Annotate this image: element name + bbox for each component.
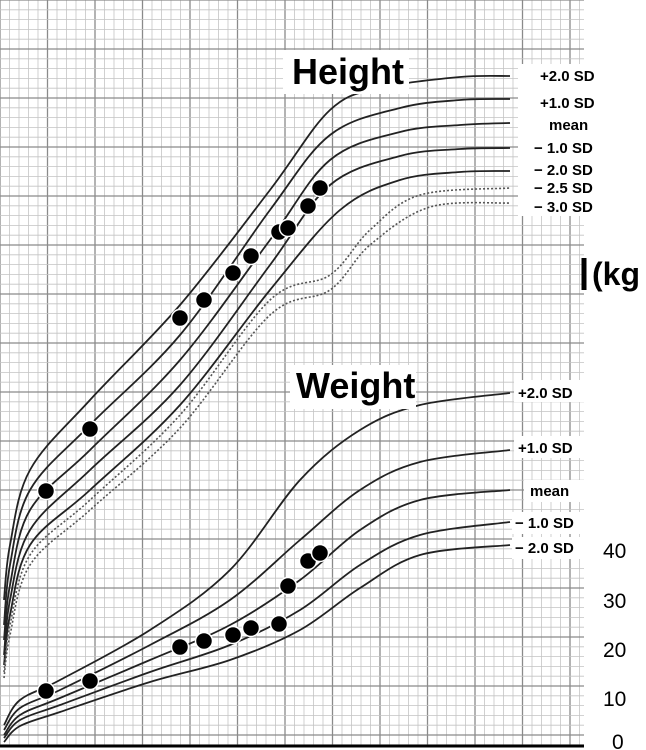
height-data-point-2 <box>170 308 190 328</box>
weight-curve-1 <box>3 449 511 731</box>
height-title: Height <box>292 51 404 92</box>
height-data-point-7 <box>278 218 298 238</box>
weight-curve-2 <box>3 489 511 736</box>
kg-tick-40: 40 <box>603 540 626 563</box>
patient-points <box>36 178 330 701</box>
kg-tick-20: 20 <box>603 639 626 662</box>
height-curve-1 <box>3 98 511 626</box>
height-data-point-9 <box>310 178 330 198</box>
height-label-panel <box>518 64 610 216</box>
height-data-point-8 <box>298 196 318 216</box>
weight-label-bg-plus2 <box>514 380 594 402</box>
height-label-mean: mean <box>549 117 588 134</box>
height-data-point-3 <box>194 290 214 310</box>
weight-label-mean: mean <box>530 483 569 500</box>
height-curve-5 <box>3 187 511 673</box>
weight-data-point-0 <box>36 681 56 701</box>
kg-unit-label: (kg <box>592 256 640 292</box>
height-curve-3 <box>3 147 511 656</box>
height-label-minus1: − 1.0 SD <box>534 140 593 157</box>
height-label-minus3: − 3.0 SD <box>534 199 593 216</box>
kg-tick-30: 30 <box>603 590 626 613</box>
weight-curve-labels: +2.0 SD +1.0 SD mean − 1.0 SD − 2.0 SD <box>512 380 594 559</box>
height-curve-6 <box>3 201 511 679</box>
weight-label-bg-mean <box>524 480 584 502</box>
weight-label-plus2: +2.0 SD <box>518 385 573 402</box>
height-curve-4 <box>3 170 511 666</box>
kg-tick-0: 0 <box>612 731 624 750</box>
kg-axis-panel <box>584 240 646 750</box>
weight-data-point-3 <box>194 631 214 651</box>
height-title-bg <box>283 50 409 94</box>
height-label-minus2: − 2.0 SD <box>534 162 593 179</box>
height-label-minus2-5: − 2.5 SD <box>534 180 593 197</box>
height-data-point-0 <box>36 481 56 501</box>
weight-data-point-9 <box>310 543 330 563</box>
weight-data-point-6 <box>269 614 289 634</box>
weight-data-point-7 <box>278 576 298 596</box>
weight-curve-3 <box>3 521 511 739</box>
weight-curve-4 <box>3 544 511 743</box>
height-data-point-5 <box>241 246 261 266</box>
height-curve-labels: +2.0 SD +1.0 SD mean − 1.0 SD − 2.0 SD −… <box>518 64 610 216</box>
height-curve-2 <box>3 122 511 641</box>
weight-label-minus2: − 2.0 SD <box>515 540 574 557</box>
weight-data-point-2 <box>170 637 190 657</box>
weight-label-bg-minus2 <box>512 537 592 559</box>
weight-label-bg-plus1 <box>514 436 594 458</box>
height-data-point-4 <box>223 263 243 283</box>
weight-title: Weight <box>296 365 415 406</box>
kg-tick-labels: 40 30 20 10 0 <box>603 540 626 750</box>
weight-label-plus1: +1.0 SD <box>518 440 573 457</box>
height-label-plus2: +2.0 SD <box>540 68 595 85</box>
weight-data-point-1 <box>80 671 100 691</box>
weight-label-bg-minus1 <box>512 512 592 534</box>
weight-label-minus1: − 1.0 SD <box>515 515 574 532</box>
weight-data-point-5 <box>241 618 261 638</box>
height-data-point-1 <box>80 419 100 439</box>
weight-title-bg <box>290 365 416 409</box>
weight-data-point-4 <box>223 625 243 645</box>
kg-tick-10: 10 <box>603 688 626 711</box>
height-label-plus1: +1.0 SD <box>540 95 595 112</box>
